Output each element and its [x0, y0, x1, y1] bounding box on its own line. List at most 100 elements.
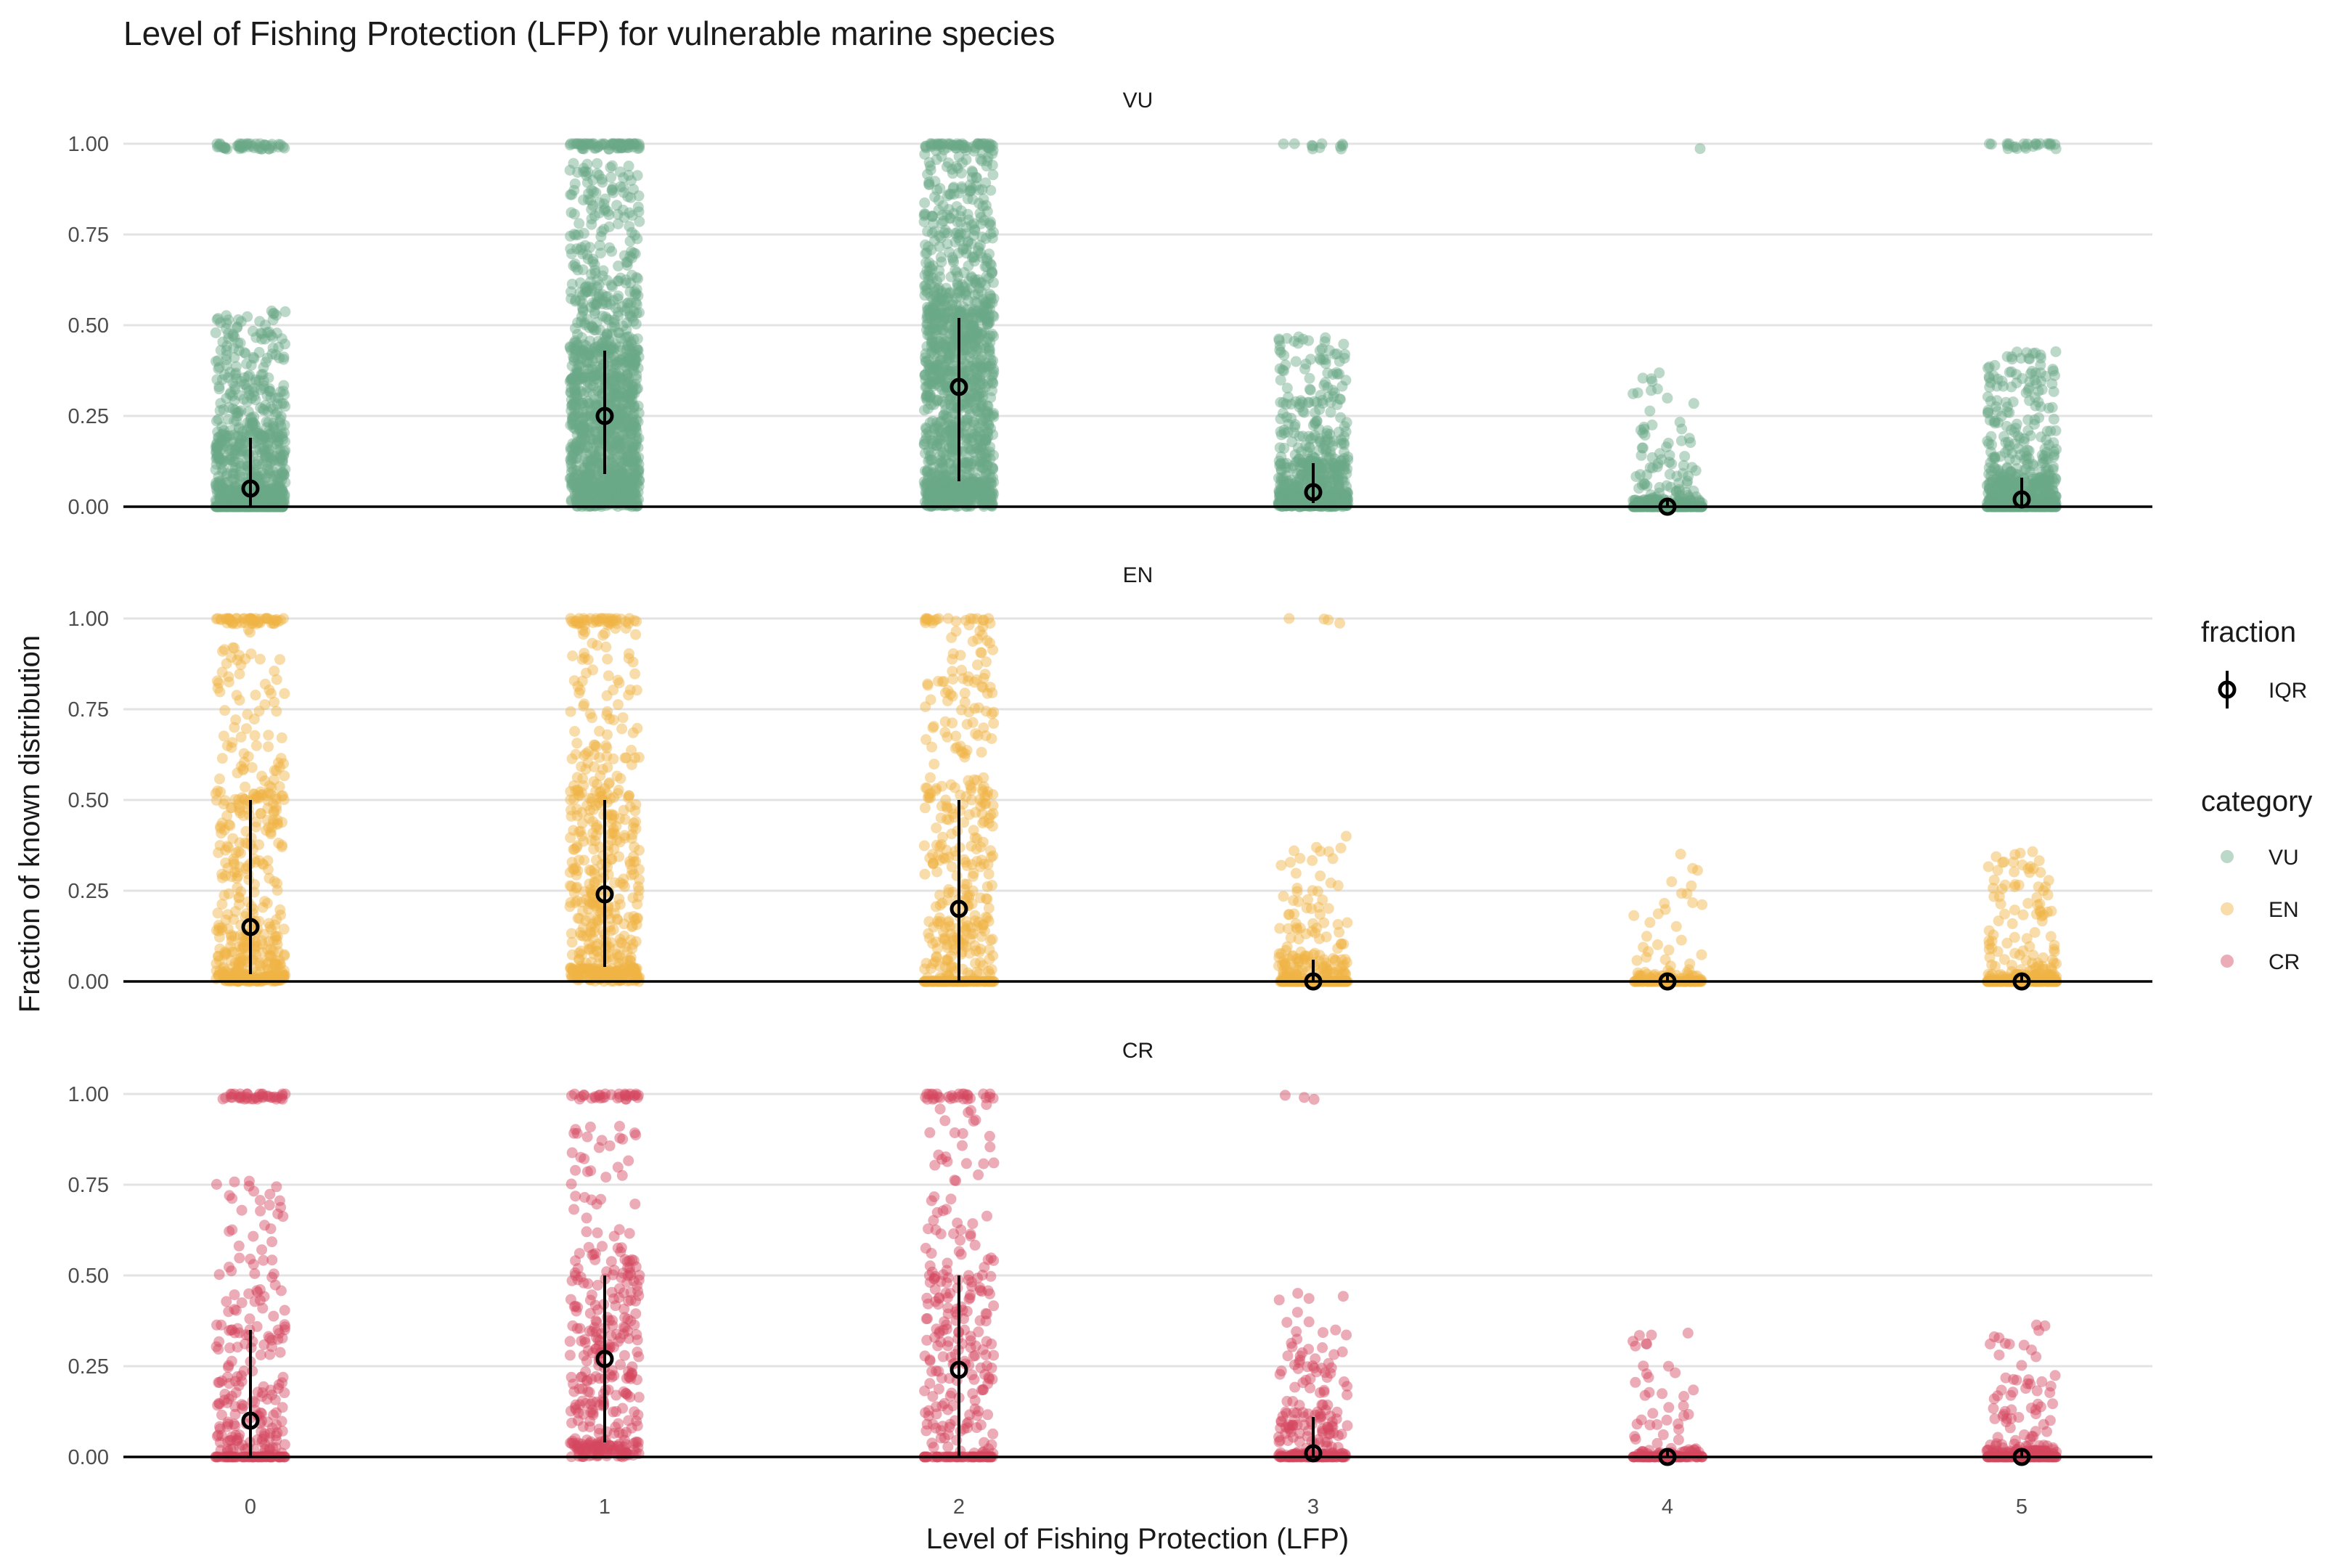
data-point — [278, 469, 290, 481]
data-point — [247, 419, 258, 430]
data-point — [942, 227, 953, 239]
data-point — [566, 360, 578, 372]
data-point — [211, 446, 222, 457]
data-point — [229, 369, 241, 380]
data-point — [272, 490, 284, 502]
data-point — [1328, 387, 1340, 399]
data-point — [261, 139, 272, 151]
data-point — [267, 308, 279, 319]
data-point — [242, 138, 254, 150]
data-point — [623, 444, 634, 456]
data-point — [981, 313, 992, 324]
data-point — [940, 312, 952, 324]
data-point — [1307, 140, 1318, 152]
data-point — [270, 431, 282, 443]
data-point — [1313, 458, 1325, 470]
data-point — [987, 377, 999, 389]
data-point — [605, 171, 617, 183]
data-point — [223, 314, 234, 326]
data-point — [213, 432, 224, 443]
data-point — [250, 459, 262, 470]
data-point — [270, 487, 282, 499]
data-point — [1289, 449, 1301, 460]
data-point — [226, 496, 237, 507]
data-point — [211, 314, 223, 325]
data-point — [957, 279, 968, 290]
data-point — [273, 341, 285, 353]
data-point — [615, 469, 626, 481]
data-point — [253, 142, 265, 153]
data-point — [278, 470, 290, 481]
data-point — [981, 296, 992, 308]
data-point — [600, 494, 611, 505]
data-point — [1290, 396, 1302, 407]
data-point — [214, 475, 226, 487]
data-point — [1278, 428, 1290, 439]
data-point — [277, 466, 288, 478]
data-point — [245, 412, 257, 423]
data-point — [1673, 483, 1685, 495]
data-point — [274, 486, 286, 497]
data-point — [261, 432, 272, 444]
data-point — [265, 483, 277, 494]
data-point — [1636, 442, 1648, 454]
data-point — [632, 470, 643, 482]
data-point — [211, 496, 222, 507]
data-point — [260, 473, 271, 484]
data-point — [571, 243, 582, 255]
data-point — [229, 331, 240, 343]
data-point — [592, 274, 603, 286]
data-point — [605, 162, 616, 173]
data-point — [258, 404, 269, 416]
data-point — [613, 367, 625, 379]
data-point — [271, 407, 283, 418]
data-point — [276, 484, 287, 496]
data-point — [568, 229, 580, 240]
data-point — [235, 460, 246, 472]
data-point — [219, 495, 230, 507]
data-point — [265, 391, 277, 403]
data-point — [1297, 430, 1309, 442]
data-point — [258, 489, 269, 501]
data-point — [239, 436, 250, 447]
data-point — [920, 433, 932, 444]
data-point — [229, 444, 241, 456]
data-point — [232, 410, 243, 422]
data-point — [948, 189, 960, 200]
data-point — [217, 491, 229, 502]
data-point — [218, 404, 229, 415]
data-point — [245, 425, 256, 437]
data-point — [266, 456, 277, 467]
data-point — [985, 184, 997, 196]
data-point — [1297, 406, 1309, 417]
data-point — [250, 497, 261, 508]
data-point — [267, 403, 279, 415]
data-point — [230, 478, 241, 489]
data-point — [216, 481, 228, 493]
data-point — [221, 485, 233, 497]
data-point — [216, 142, 228, 153]
data-point — [279, 464, 291, 475]
data-point — [629, 286, 640, 298]
data-point — [211, 356, 221, 367]
data-point — [269, 470, 281, 481]
data-point — [1325, 446, 1336, 457]
data-point — [231, 496, 242, 507]
data-point — [632, 343, 643, 354]
data-point — [216, 489, 228, 500]
data-point — [264, 429, 275, 441]
data-point — [1316, 138, 1328, 150]
data-point — [221, 350, 232, 361]
data-point — [248, 383, 260, 394]
data-point — [259, 473, 271, 485]
data-point — [279, 445, 291, 457]
data-point — [261, 457, 273, 468]
data-point — [618, 413, 630, 425]
data-point — [264, 465, 275, 476]
data-point — [923, 157, 935, 168]
data-point — [229, 481, 241, 492]
data-point — [963, 476, 975, 488]
data-point — [272, 437, 284, 449]
data-point — [1281, 332, 1293, 344]
data-point — [210, 327, 221, 338]
